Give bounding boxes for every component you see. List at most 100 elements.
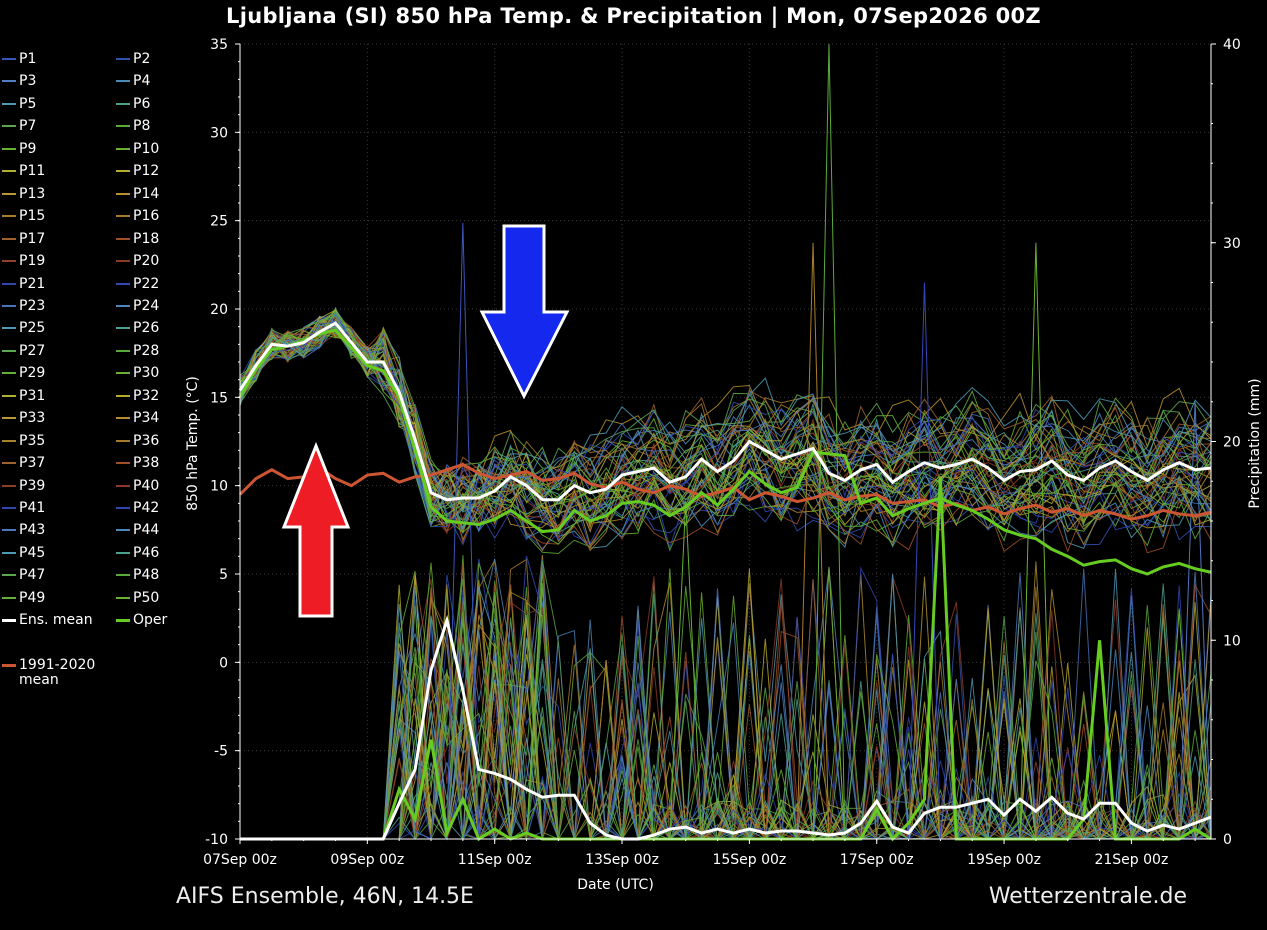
legend-item-oper: Oper (116, 611, 167, 629)
oper-temp-line (238, 328, 1212, 576)
member-temp-line (239, 329, 1212, 547)
legend-item-p40: P40 (116, 477, 159, 495)
legend-item-p43: P43 (2, 521, 45, 539)
model-info: AIFS Ensemble, 46N, 14.5E (176, 884, 474, 909)
legend-item-p27: P27 (2, 342, 45, 360)
legend-swatch (116, 372, 130, 375)
legend-item-p10: P10 (116, 140, 159, 158)
legend-swatch (116, 147, 130, 150)
x-tick-label: 07Sep 00z (203, 852, 277, 868)
legend-label: P43 (19, 522, 46, 539)
legend-label: P34 (133, 410, 160, 427)
legend-label: P27 (19, 342, 46, 359)
legend-swatch (116, 80, 130, 83)
legend-swatch (2, 618, 16, 622)
y-tick-label-left: 10 (210, 479, 228, 495)
legend-swatch (2, 80, 16, 83)
legend-item-p26: P26 (116, 319, 159, 337)
legend-item-p7: P7 (2, 117, 36, 135)
legend-item-p11: P11 (2, 162, 45, 180)
member-precip-line (240, 568, 1211, 841)
legend-label: P29 (19, 365, 46, 382)
legend-swatch (2, 170, 16, 173)
legend-item-p38: P38 (116, 454, 159, 472)
legend-item-p41: P41 (2, 499, 45, 517)
legend-swatch (116, 192, 130, 195)
member-temp-line (239, 323, 1212, 531)
legend-item-p23: P23 (2, 297, 45, 315)
y-tick-label-left: 30 (210, 125, 228, 141)
x-tick-label: 13Sep 00z (585, 852, 659, 868)
member-precip-spike (1019, 242, 1053, 840)
legend-label: P49 (19, 589, 46, 606)
legend-item-p9: P9 (2, 140, 36, 158)
climate-mean-temp-line (238, 462, 1212, 521)
legend-item-p14: P14 (116, 185, 159, 203)
legend-swatch (2, 192, 16, 195)
y-tick-label-left: 35 (210, 37, 228, 53)
legend-item-p8: P8 (116, 117, 150, 135)
legend-label: P6 (133, 95, 151, 112)
ens-mean-temp-line (238, 321, 1212, 502)
legend-label: P35 (19, 432, 46, 449)
legend-swatch (116, 618, 130, 622)
legend-swatch (2, 507, 16, 509)
legend-swatch (2, 394, 16, 397)
legend-label: P15 (19, 208, 46, 225)
legend-swatch (116, 574, 130, 577)
y-tick-label-left: 15 (210, 390, 228, 406)
legend-swatch (2, 125, 16, 128)
legend-label: P14 (133, 185, 160, 202)
legend-item-p13: P13 (2, 185, 45, 203)
ens-mean-precip-line (240, 614, 1212, 841)
legend-label: P50 (133, 589, 160, 606)
legend-swatch (2, 58, 16, 60)
chart-axes: -10 -5 0 5 10 15 20 25 30 35 0 10 20 30 40 07Sep 00z 09S… (185, 37, 1263, 893)
legend-label: P4 (133, 73, 151, 90)
legend-swatch (2, 439, 16, 442)
x-axis-label: Date (UTC) (577, 877, 654, 893)
legend-label: P41 (19, 500, 46, 516)
legend-item-p33: P33 (2, 409, 45, 427)
x-tick-label: 15Sep 00z (712, 852, 786, 868)
member-precip-line (240, 578, 1212, 841)
legend-item-p36: P36 (116, 432, 159, 450)
legend-item-p34: P34 (116, 409, 159, 427)
x-tick-label: 19Sep 00z (967, 852, 1041, 868)
legend-label: Oper (133, 612, 168, 629)
legend-label: P47 (19, 567, 46, 584)
legend-swatch (2, 596, 16, 599)
legend-label: P44 (133, 522, 160, 539)
y-tick-label-left: -10 (205, 832, 228, 848)
y-tick-label-right: 40 (1223, 37, 1241, 53)
legend-label: P33 (19, 410, 46, 427)
legend-item-p45: P45 (2, 544, 45, 562)
legend-item-p5: P5 (2, 95, 36, 113)
legend-item-p18: P18 (116, 230, 159, 248)
legend-label: P24 (133, 297, 160, 314)
x-tick-label: 09Sep 00z (330, 852, 404, 868)
legend-swatch (2, 282, 16, 285)
member-precip-line (240, 576, 1212, 841)
legend-swatch (116, 215, 130, 218)
legend-label: P11 (19, 163, 46, 180)
legend-swatch (116, 349, 130, 352)
legend-swatch (2, 102, 16, 105)
legend-swatch (2, 327, 16, 330)
legend-label: P10 (133, 140, 160, 157)
legend-swatch (116, 327, 130, 330)
legend-label: P48 (133, 567, 160, 584)
member-temp-line (239, 310, 1212, 524)
legend-swatch (2, 147, 16, 150)
member-precip-spike (796, 242, 830, 840)
y-tick-label-right: 20 (1223, 435, 1241, 451)
legend-item-p31: P31 (2, 387, 45, 405)
legend-item-p17: P17 (2, 230, 45, 248)
legend-label: P22 (133, 275, 160, 292)
legend-label: P3 (19, 73, 37, 90)
legend-item-p19: P19 (2, 252, 45, 270)
member-precip-spike (589, 660, 623, 840)
legend-label: P5 (19, 95, 37, 112)
legend-swatch (116, 596, 130, 599)
legend-swatch (2, 484, 16, 487)
